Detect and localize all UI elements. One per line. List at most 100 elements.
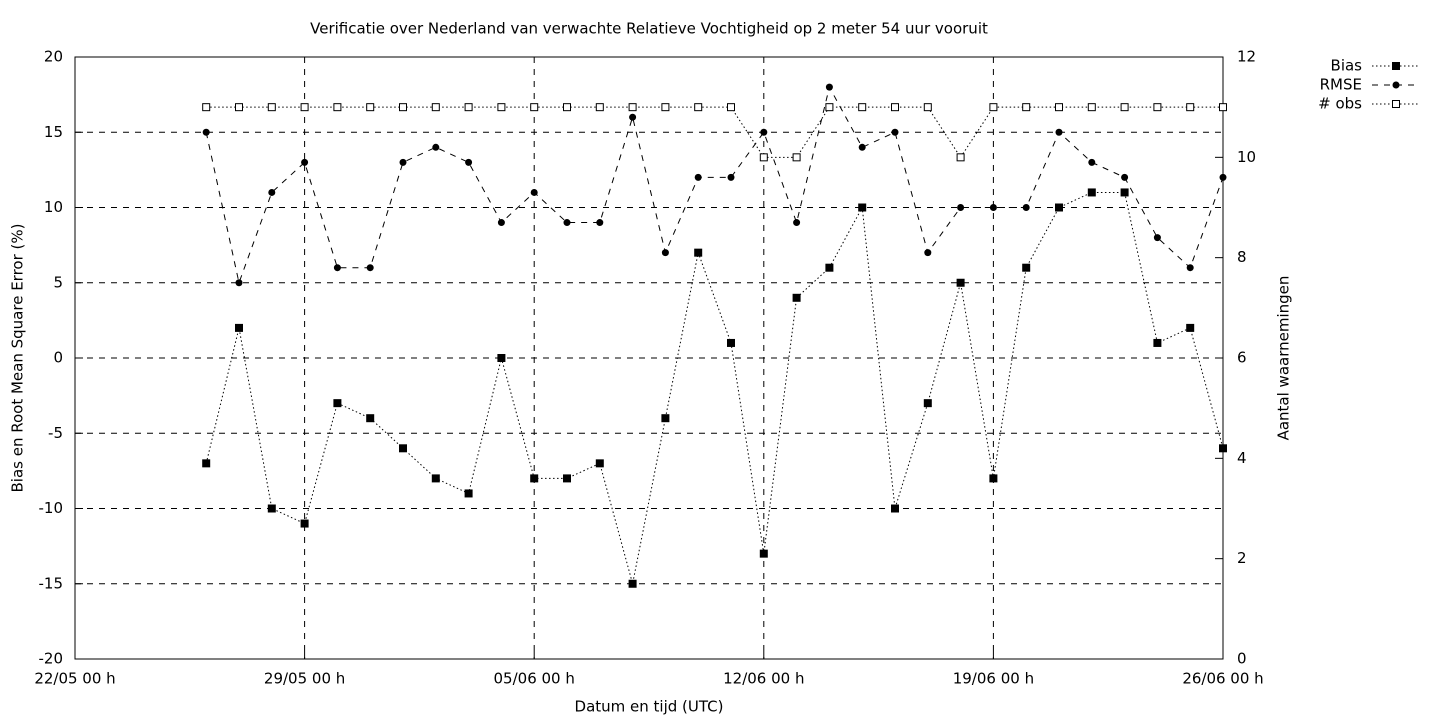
y-tick-label: -10 bbox=[39, 499, 64, 517]
marker bbox=[956, 278, 965, 287]
marker bbox=[399, 158, 407, 166]
marker bbox=[858, 103, 867, 112]
x-tick-label: 29/05 00 h bbox=[264, 670, 345, 688]
marker bbox=[1087, 103, 1096, 112]
legend-marker bbox=[1392, 81, 1400, 89]
marker bbox=[727, 103, 735, 112]
marker bbox=[399, 103, 407, 112]
x-tick-label: 12/06 00 h bbox=[723, 670, 804, 688]
marker bbox=[300, 519, 309, 528]
y-tick-label: 0 bbox=[53, 349, 63, 367]
marker bbox=[235, 279, 243, 287]
marker bbox=[956, 153, 965, 162]
marker bbox=[464, 489, 473, 498]
marker bbox=[891, 504, 899, 513]
marker bbox=[530, 103, 539, 112]
marker bbox=[366, 264, 374, 272]
marker bbox=[202, 103, 211, 112]
marker bbox=[923, 103, 932, 112]
marker bbox=[760, 128, 768, 136]
marker bbox=[661, 249, 669, 257]
marker bbox=[1087, 188, 1096, 197]
marker bbox=[1120, 103, 1129, 112]
y-tick-label: 5 bbox=[53, 273, 63, 291]
marker bbox=[825, 83, 833, 91]
marker bbox=[333, 264, 341, 272]
y-tick-label: -20 bbox=[39, 650, 64, 668]
marker bbox=[1120, 188, 1129, 197]
marker bbox=[202, 459, 211, 468]
marker bbox=[595, 459, 604, 468]
marker bbox=[1055, 203, 1063, 212]
marker bbox=[1088, 158, 1096, 166]
marker bbox=[530, 474, 539, 483]
chart-title: Verificatie over Nederland van verwachte… bbox=[310, 20, 988, 38]
y2-tick-label: 6 bbox=[1237, 349, 1247, 367]
marker bbox=[989, 103, 998, 112]
marker bbox=[989, 474, 998, 483]
marker bbox=[957, 204, 965, 211]
marker bbox=[661, 103, 670, 112]
y2-tick-label: 10 bbox=[1237, 148, 1256, 166]
x-axis-label: Datum en tijd (UTC) bbox=[575, 698, 724, 716]
x-tick-label: 19/06 00 h bbox=[953, 670, 1034, 688]
marker bbox=[399, 444, 407, 453]
y2-tick-label: 4 bbox=[1237, 449, 1247, 467]
marker bbox=[792, 293, 801, 302]
legend-label: # obs bbox=[1318, 95, 1362, 113]
marker bbox=[465, 158, 473, 166]
series-line bbox=[205, 191, 1224, 584]
y-tick-label: 10 bbox=[44, 198, 63, 216]
y2-tick-label: 12 bbox=[1237, 48, 1256, 66]
marker bbox=[497, 103, 506, 112]
marker bbox=[924, 249, 932, 257]
marker bbox=[989, 204, 997, 211]
y-tick-label: 20 bbox=[44, 48, 63, 66]
y-tick-label: -5 bbox=[48, 424, 63, 442]
marker bbox=[1153, 234, 1161, 242]
marker bbox=[333, 399, 342, 408]
y-tick-label: 15 bbox=[44, 123, 63, 141]
marker bbox=[563, 219, 571, 227]
marker bbox=[727, 173, 735, 181]
marker bbox=[1219, 444, 1227, 453]
marker bbox=[235, 323, 243, 332]
marker bbox=[628, 103, 637, 112]
marker bbox=[300, 103, 309, 112]
marker bbox=[629, 113, 637, 121]
marker bbox=[825, 103, 834, 112]
marker bbox=[1186, 264, 1194, 272]
marker bbox=[464, 103, 473, 112]
y2-axis-label: Aantal waarnemingen bbox=[1275, 276, 1293, 441]
marker bbox=[891, 103, 899, 112]
legend-marker bbox=[1392, 100, 1400, 108]
y2-tick-label: 0 bbox=[1237, 650, 1247, 668]
x-tick-label: 22/05 00 h bbox=[34, 670, 115, 688]
y2-tick-label: 8 bbox=[1237, 248, 1247, 266]
marker bbox=[792, 153, 801, 162]
marker bbox=[432, 143, 440, 151]
series-line bbox=[205, 85, 1224, 285]
y-axis-label: Bias en Root Mean Square Error (%) bbox=[9, 224, 27, 493]
marker bbox=[1121, 173, 1129, 181]
legend-marker bbox=[1392, 62, 1400, 70]
legend-label: Bias bbox=[1331, 57, 1363, 75]
marker bbox=[1153, 338, 1162, 347]
marker bbox=[694, 248, 703, 257]
marker bbox=[267, 504, 276, 513]
marker bbox=[1186, 103, 1195, 112]
marker bbox=[1022, 263, 1031, 272]
marker bbox=[596, 219, 604, 227]
marker bbox=[497, 354, 506, 362]
marker bbox=[694, 173, 702, 181]
marker bbox=[1022, 103, 1031, 112]
marker bbox=[431, 103, 440, 112]
marker bbox=[268, 188, 276, 196]
y-tick-label: -15 bbox=[39, 574, 64, 592]
marker bbox=[366, 414, 375, 423]
marker bbox=[563, 103, 571, 112]
marker bbox=[1186, 323, 1195, 332]
marker bbox=[825, 263, 834, 272]
marker bbox=[1022, 204, 1030, 211]
